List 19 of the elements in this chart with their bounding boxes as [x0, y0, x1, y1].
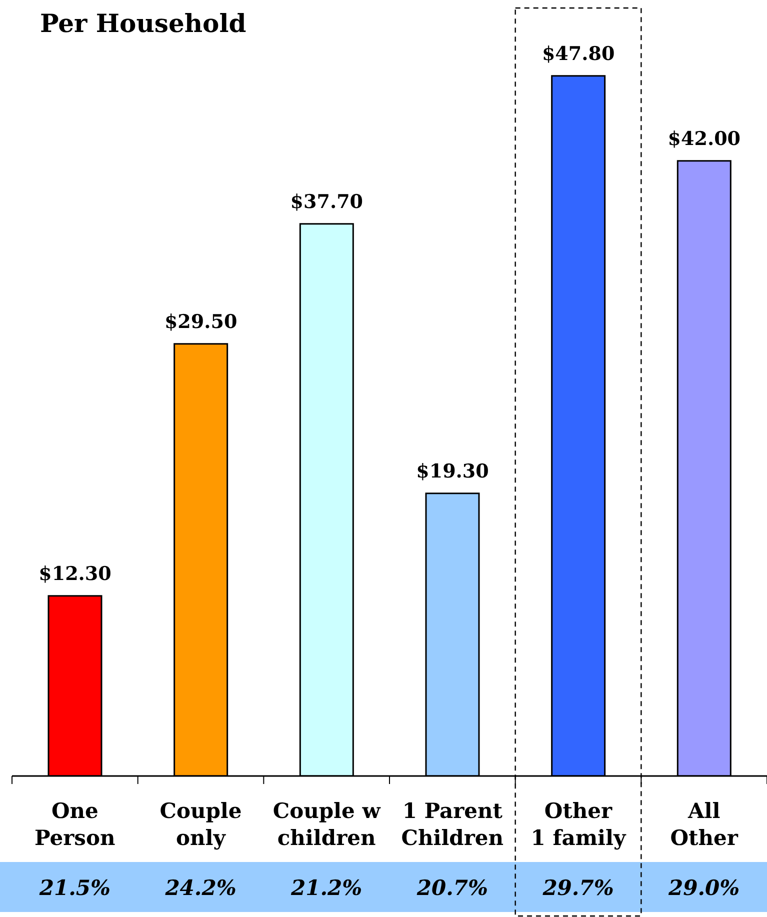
x-tick-label: 1 Parent Children — [401, 798, 504, 850]
x-tick-label: One Person — [34, 798, 116, 850]
x-tick-label: Couple only — [160, 798, 242, 850]
data-label: $19.30 — [416, 460, 489, 482]
data-label: $12.30 — [38, 562, 112, 585]
text: 24.2% — [164, 875, 236, 900]
text: 20.7% — [416, 875, 488, 900]
x-tick-label: All Other — [670, 798, 739, 850]
text: 21.2% — [290, 875, 362, 900]
text: 29.0% — [668, 875, 740, 900]
x-tick-label: Couple w children — [272, 798, 382, 850]
data-label: $42.00 — [668, 128, 741, 150]
text: 21.5% — [38, 875, 111, 900]
data-label: $37.70 — [290, 190, 364, 213]
text: 29.7% — [542, 875, 614, 900]
data-label: $47.80 — [542, 42, 615, 65]
data-label: $29.50 — [164, 310, 238, 333]
chart-title: Per Household — [40, 9, 246, 38]
x-tick-label: Other 1 family — [530, 798, 627, 850]
